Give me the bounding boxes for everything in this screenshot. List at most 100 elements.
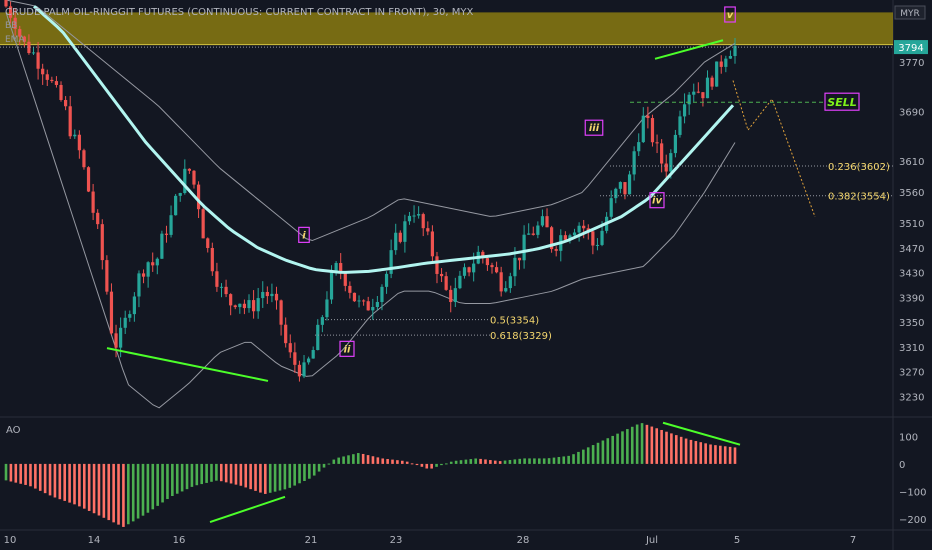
candle-body [18, 29, 22, 37]
ao-bar [254, 463, 257, 491]
fib-50-label: 0.5(3354) [490, 316, 539, 327]
ao-bar [719, 445, 722, 464]
candle-body [151, 262, 155, 266]
candle-body [692, 91, 696, 95]
ao-bar [650, 426, 654, 464]
ao-bar [356, 453, 360, 464]
candle-body [641, 115, 645, 143]
ao-bar [283, 463, 287, 490]
ao-bar [14, 463, 18, 483]
ao-bar [454, 460, 458, 464]
candle-body [504, 288, 508, 292]
candle-body [59, 84, 63, 100]
price-tick-label: 3690 [899, 107, 924, 118]
price-axis[interactable]: 3850377036903610356035103470343033903350… [894, 5, 928, 526]
time-tick-label: 16 [173, 535, 186, 546]
candle-body [563, 235, 567, 240]
candle-body [687, 94, 691, 105]
candle-body [164, 233, 169, 235]
candle-body [540, 216, 545, 226]
time-tick-label: 23 [390, 535, 403, 546]
time-tick-label: 21 [305, 535, 318, 546]
candle-body [522, 234, 526, 261]
bollinger-bands [5, 0, 736, 409]
wave-label-i-box [298, 226, 310, 243]
ao-bar [161, 463, 164, 503]
candle-body [412, 215, 416, 217]
candle-body [380, 286, 384, 302]
time-tick-label: 10 [4, 535, 17, 546]
ao-bar [146, 463, 150, 513]
ao-bar [591, 445, 595, 464]
ao-bar [175, 463, 179, 494]
candle-body [527, 233, 531, 235]
candle-body [13, 17, 17, 30]
ao-bar [9, 463, 13, 482]
ao-divergence-high [662, 421, 741, 446]
ao-bar [195, 463, 199, 486]
ao-bar [190, 463, 194, 487]
candle-body [481, 251, 485, 259]
ao-bar [391, 459, 394, 464]
candle-body [357, 300, 361, 302]
ao-bar [493, 460, 497, 464]
price-tick-label: 3510 [899, 219, 924, 230]
price-tick-label: 3610 [899, 157, 924, 168]
ao-bar [352, 454, 355, 464]
ao-bar [366, 455, 370, 464]
candle-body [472, 263, 476, 273]
ao-bar [606, 438, 610, 464]
ao-bar [58, 463, 62, 500]
ao-bar [342, 456, 345, 464]
candle-body [45, 74, 49, 80]
candle-body [444, 276, 448, 290]
candle-body [728, 56, 733, 59]
candle-body [320, 317, 324, 325]
candles [4, 0, 737, 382]
ao-bar [381, 458, 385, 464]
ao-bar [107, 463, 111, 521]
candle-body [210, 247, 214, 272]
candle-body [160, 233, 164, 259]
ao-bar [244, 463, 248, 488]
candle-body [366, 301, 370, 311]
ao-bar [278, 463, 282, 491]
ao-bar [156, 463, 159, 506]
ao-bar [469, 459, 473, 464]
time-tick-label: 28 [517, 535, 530, 546]
candle-body [96, 212, 100, 225]
candle-body [705, 77, 710, 99]
candle-body [348, 285, 352, 293]
ao-bar [479, 458, 482, 464]
price-tick-label: 3430 [899, 269, 924, 280]
ao-bar [420, 463, 424, 467]
ao-bar [68, 463, 71, 503]
ao-bar [518, 458, 522, 464]
ao-bar [171, 463, 174, 497]
candle-body [334, 263, 338, 272]
candle-body [187, 168, 191, 171]
wave-label-iv: iv [652, 196, 662, 207]
candle-body [206, 238, 210, 248]
ao-bar [665, 431, 668, 464]
ao-bar [180, 463, 184, 492]
candle-body [343, 272, 347, 286]
ao-bar [273, 463, 277, 492]
candle-body [719, 61, 723, 67]
ao-bar [117, 463, 120, 525]
candle-body [293, 352, 297, 365]
time-axis[interactable]: 10 14 16 21 23 28 Jul 5 7 [4, 535, 857, 546]
candle-body [499, 272, 503, 292]
divergence-line-high [654, 39, 724, 60]
candle-body [389, 250, 393, 274]
chart-title: CRUDE PALM OIL-RINGGIT FUTURES (CONTINUO… [5, 7, 474, 18]
candle-body [297, 364, 302, 377]
candle-body [407, 215, 412, 222]
candle-body [485, 258, 490, 266]
ao-bar [87, 463, 91, 511]
candle-body [467, 267, 471, 273]
ao-bar [29, 463, 32, 487]
candle-body [439, 273, 444, 277]
time-tick-label: 14 [88, 535, 101, 546]
